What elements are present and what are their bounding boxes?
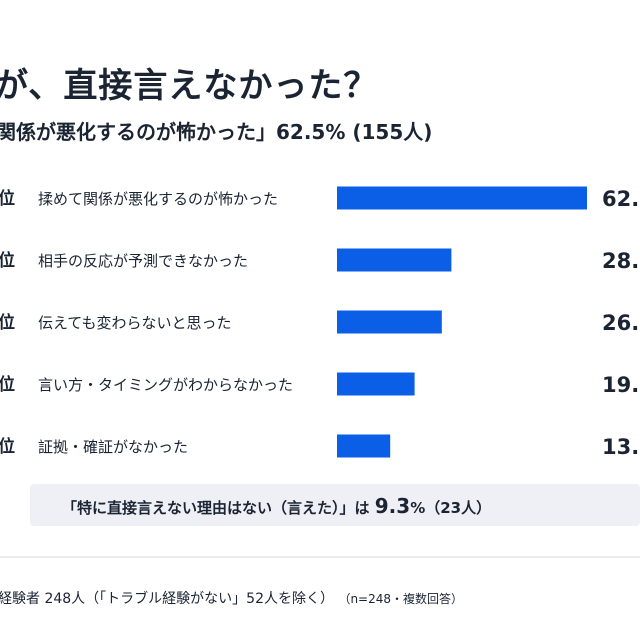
value-label: 62. [602,187,639,211]
rank-label: 位 [0,374,15,395]
chart-subtitle: 関係が悪化するのが怖かった」62.5% (155人) [0,120,433,144]
note-box [30,484,640,526]
note-text: 「特に直接言えない理由はない（言えた）」は 9.3%（23人） [62,494,491,518]
note-text-before: 「特に直接言えない理由はない（言えた）」は [62,499,370,517]
category-label: 伝えても変わらないと思った [38,314,232,332]
bar [337,186,587,210]
value-label: 19. [602,373,639,397]
category-label: 揉めて関係が悪化するのが怖かった [38,190,278,208]
bar [337,434,391,458]
bar [337,310,442,334]
bar [337,248,452,272]
category-label: 相手の反応が予測できなかった [38,252,248,270]
value-label: 26. [602,311,639,335]
footer-main: 経験者 248人（「トラブル経験がない」52人を除く） [0,591,334,607]
bar-chart: 位揉めて関係が悪化するのが怖かった 62.位 相手の反応が予測できなかった 28.位伝… [0,186,639,459]
bar [337,372,415,396]
note-text-after: %（23人） [410,499,492,517]
note-value: 9.3 [374,494,411,518]
footer-small: （n=248・複数回答） [338,592,464,606]
category-label: 証拠・確証がなかった [38,438,188,456]
rank-label: 位 [0,436,15,457]
footer-note: 経験者 248人（「トラブル経験がない」52人を除く） （n=248・複数回答） [0,588,463,608]
divider [0,556,640,558]
category-label: 言い方・タイミングがわからなかった [38,376,293,394]
chart-title: が、直接言えなかった？ [0,66,379,106]
value-label: 13. [602,435,639,459]
rank-label: 位 [0,188,15,209]
rank-label: 位 [0,250,15,271]
value-label: 28. [602,249,639,273]
rank-label: 位 [0,312,15,333]
